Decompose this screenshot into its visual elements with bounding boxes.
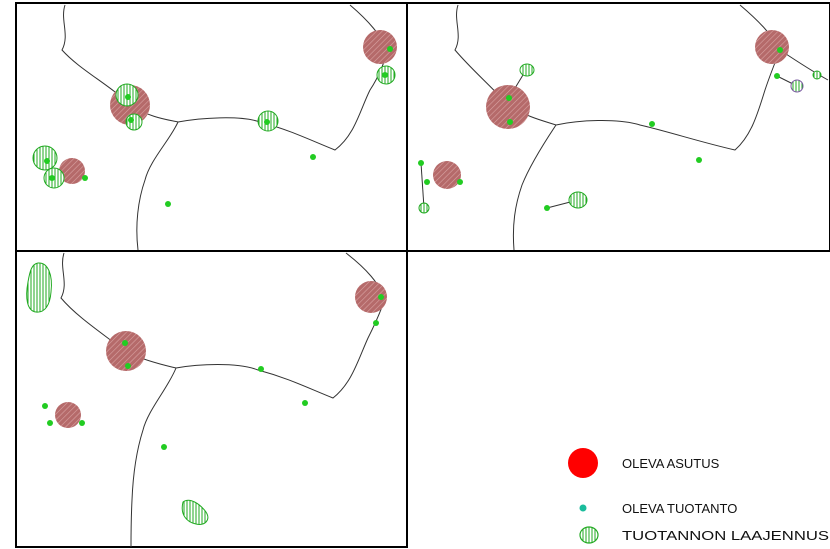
expansion-area (812, 70, 822, 80)
panel-frames (15, 2, 830, 548)
legend-expansion-symbol (579, 526, 599, 544)
production-point (125, 363, 131, 369)
expansion-area (125, 113, 143, 131)
settlement-area (363, 30, 397, 64)
production-point (258, 366, 264, 372)
production-point (128, 117, 134, 123)
production-point (49, 175, 55, 181)
expansion-area (181, 499, 209, 525)
production-point (122, 340, 128, 346)
production-points (418, 47, 783, 211)
production-point (457, 179, 463, 185)
settlement-area (59, 158, 85, 184)
road-line (454, 4, 781, 151)
production-point (82, 175, 88, 181)
production-point (387, 46, 393, 52)
road-line (512, 124, 557, 251)
production-points (42, 294, 384, 450)
production-point (506, 95, 512, 101)
production-point (418, 160, 424, 166)
legend-settlement-symbol (568, 448, 598, 478)
production-point (42, 403, 48, 409)
map-top-right (418, 4, 829, 251)
settlement-area (106, 331, 146, 371)
production-point (47, 420, 53, 426)
road-line (130, 367, 177, 548)
production-point (774, 73, 780, 79)
production-point (79, 420, 85, 426)
production-point (125, 94, 131, 100)
production-point (302, 400, 308, 406)
production-point (507, 119, 513, 125)
map-top-right-frame (406, 2, 830, 252)
production-point (373, 320, 379, 326)
road-line (61, 4, 389, 151)
settlement-area (755, 30, 789, 64)
map-top-left-frame (15, 2, 408, 252)
expansion-area (26, 262, 52, 313)
legend-production-label: OLEVA TUOTANTO (622, 501, 737, 516)
production-point (378, 294, 384, 300)
settlement-area (355, 281, 387, 313)
production-point (424, 179, 430, 185)
production-point (696, 157, 702, 163)
expansion-area (32, 145, 58, 171)
map-bottom-left (26, 252, 387, 548)
legend-production-symbol (579, 504, 587, 512)
map-bottom-left-frame (15, 250, 408, 548)
production-points (44, 46, 393, 207)
settlement-area (55, 402, 81, 428)
production-point (310, 154, 316, 160)
production-point (777, 47, 783, 53)
legend-expansion-label: TUOTANNON LAAJENNUS (622, 528, 829, 543)
road-line (60, 252, 386, 399)
expansion-area (418, 202, 430, 214)
expansion-area (568, 191, 588, 209)
legend-settlement-label: OLEVA ASUTUS (622, 456, 720, 471)
road-line (136, 121, 179, 251)
expansion-area (790, 79, 804, 93)
expansion-area (519, 63, 535, 77)
map-top-left (32, 4, 397, 251)
production-point (44, 158, 50, 164)
production-point (649, 121, 655, 127)
production-point (161, 444, 167, 450)
link-line (420, 162, 425, 209)
production-point (382, 72, 388, 78)
production-point (544, 205, 550, 211)
production-point (264, 119, 270, 125)
legend: OLEVA ASUTUS OLEVA TUOTANTO TUOTANNON LA… (568, 448, 829, 544)
settlement-area (433, 161, 461, 189)
settlement-area (486, 85, 530, 129)
production-point (165, 201, 171, 207)
